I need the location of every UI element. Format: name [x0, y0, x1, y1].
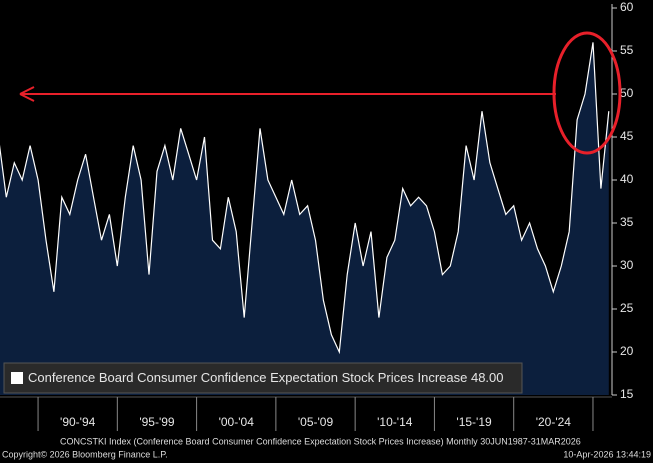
y-tick-label: 15 — [620, 387, 634, 401]
legend-name: Conference Board Consumer Confidence Exp… — [28, 370, 467, 385]
y-tick-label: 20 — [620, 344, 634, 358]
highlight-ellipse — [552, 31, 622, 155]
y-tick-label: 55 — [620, 43, 634, 57]
legend-label: Conference Board Consumer Confidence Exp… — [28, 370, 504, 385]
x-period-label: '20-'24 — [536, 415, 572, 429]
area — [0, 42, 609, 395]
x-period-label: '15-'19 — [456, 415, 492, 429]
x-period-label: '95-'99 — [139, 415, 175, 429]
x-period-label: '10-'14 — [377, 415, 413, 429]
x-period-label: '00-'04 — [219, 415, 255, 429]
timestamp: 10-Apr-2026 13:44:19 — [563, 449, 651, 459]
arrow-head — [19, 86, 35, 102]
y-tick-label: 60 — [620, 0, 634, 14]
y-tick-label: 30 — [620, 258, 634, 272]
legend-box — [3, 362, 523, 394]
line — [0, 42, 610, 355]
plot-area — [0, 42, 610, 395]
y-tick-label: 45 — [620, 129, 634, 143]
x-period-label: '05-'09 — [298, 415, 334, 429]
y-tick-label: 25 — [620, 301, 634, 315]
legend-swatch — [11, 372, 23, 384]
copyright: Copyright© 2026 Bloomberg Finance L.P. — [2, 449, 168, 459]
y-tick-label: 50 — [620, 86, 634, 100]
y-tick-label: 40 — [620, 172, 634, 186]
y-tick-label: 35 — [620, 215, 634, 229]
footer-source: CONCSTKI Index (Conference Board Consume… — [60, 436, 581, 446]
legend-last-value: 48.00 — [471, 370, 504, 385]
x-period-label: '90-'94 — [60, 415, 96, 429]
legend: Conference Board Consumer Confidence Exp… — [3, 362, 523, 394]
